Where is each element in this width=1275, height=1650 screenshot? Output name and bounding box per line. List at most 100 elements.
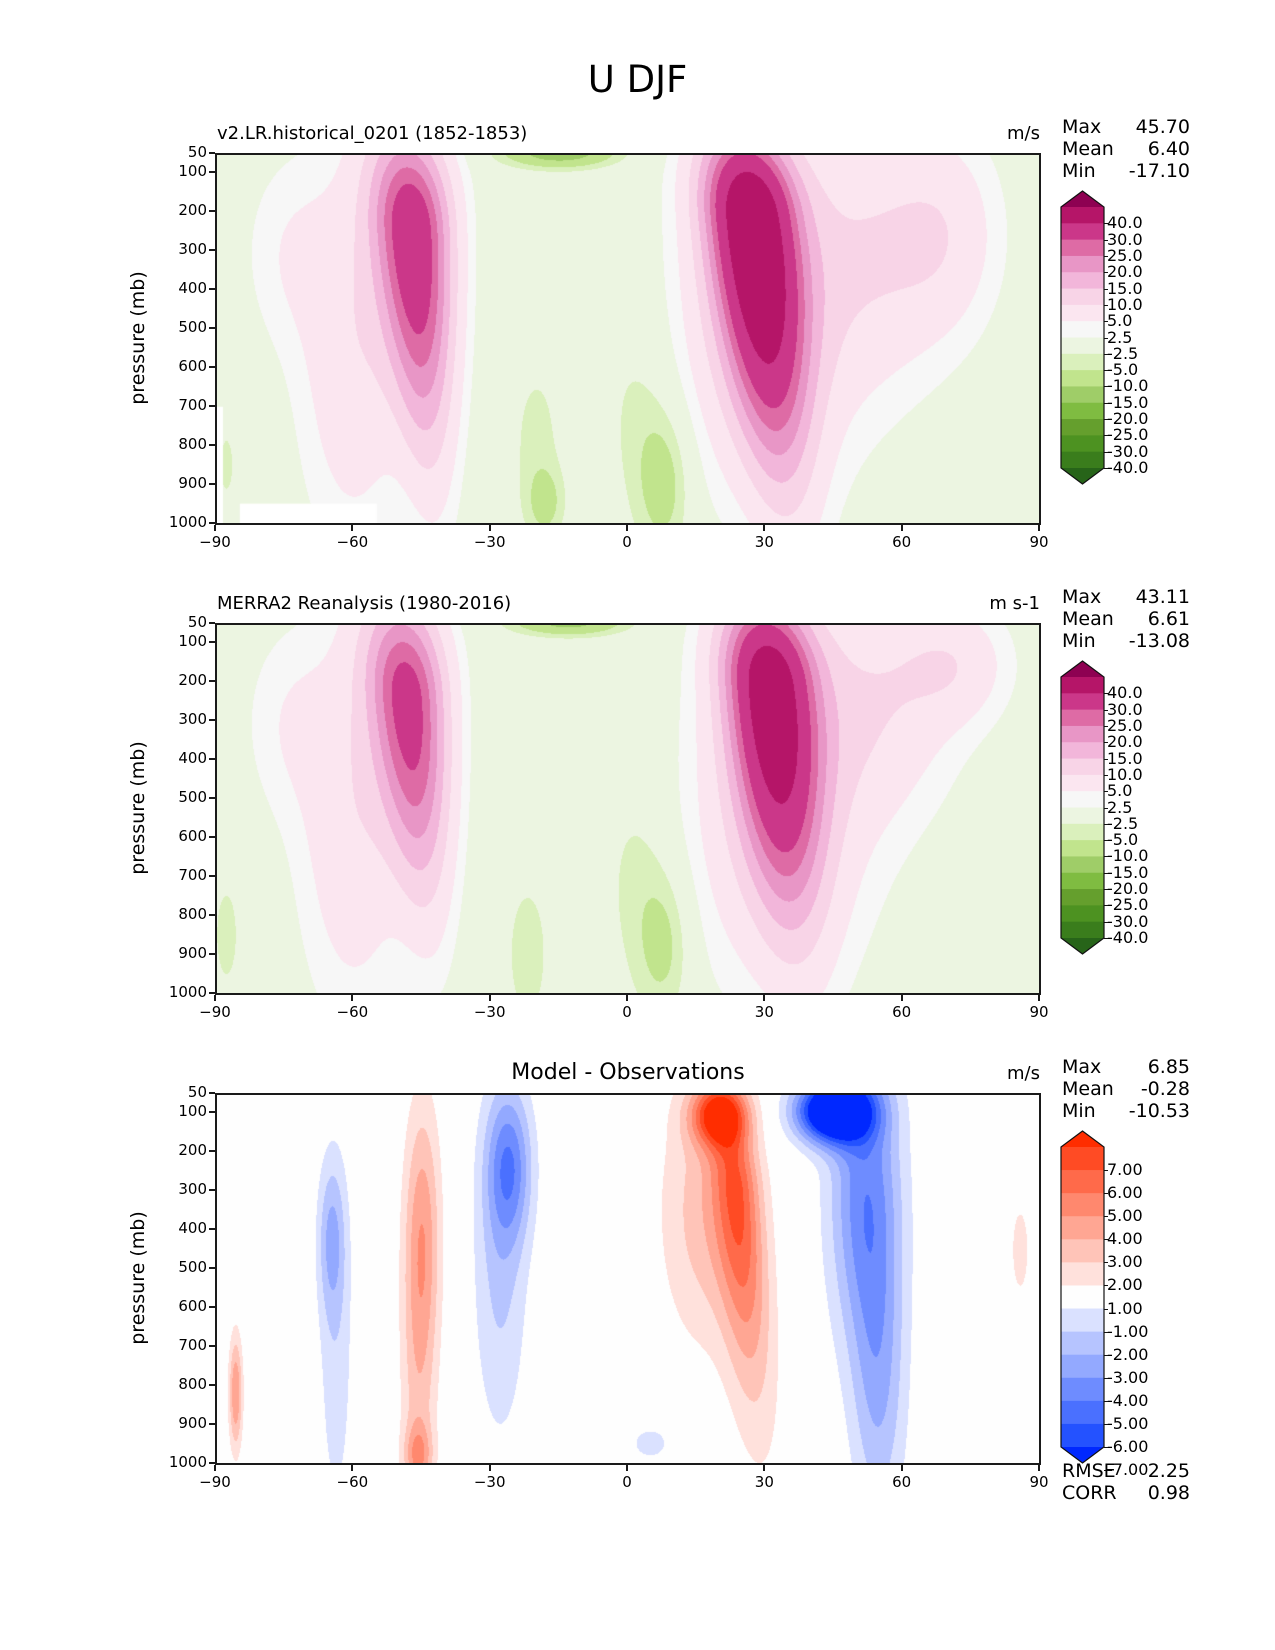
stat-label: Min: [1062, 160, 1096, 182]
colorbar-tick-label: -4.00: [1107, 1390, 1149, 1410]
x-tick-mark: [214, 525, 216, 531]
stat-label: CORR: [1062, 1482, 1117, 1504]
colorbar-tick-mark: [1104, 370, 1108, 372]
colorbar-tick-mark: [1104, 1262, 1108, 1264]
stats-block: Max 43.11 Mean 6.61 Min -13.08: [1062, 586, 1190, 652]
colorbar-extend-min: [1061, 938, 1104, 954]
y-tick-mark: [209, 1228, 215, 1231]
x-tick-mark: [626, 1465, 628, 1471]
colorbar-band: [1061, 823, 1104, 841]
y-tick-label: 600: [178, 1297, 207, 1316]
x-tick-label: 90: [1029, 533, 1049, 551]
colorbar-band: [1061, 1400, 1104, 1425]
colorbar-band: [1061, 353, 1104, 371]
colorbar-extend-max: [1061, 191, 1104, 207]
colorbar-band: [1061, 693, 1104, 711]
colorbar-band: [1061, 709, 1104, 727]
colorbar-extend-max: [1061, 1131, 1104, 1147]
contour-field-model: [217, 155, 1039, 523]
y-axis-label: pressure (mb): [127, 741, 149, 875]
colorbar-band: [1061, 288, 1104, 306]
stat-row-max: Max 43.11: [1062, 586, 1190, 608]
colorbar-band: [1061, 239, 1104, 257]
colorbar-tick-label: -20.0: [1107, 409, 1149, 429]
colorbar-band: [1061, 223, 1104, 241]
x-tick-mark: [488, 995, 491, 1001]
colorbar-tick-label: -15.0: [1107, 862, 1149, 882]
colorbar-band: [1061, 807, 1104, 825]
colorbar-tick-mark: [1104, 725, 1108, 727]
contour-plot: [215, 623, 1041, 995]
x-tick-mark: [214, 1465, 216, 1471]
colorbar-tick-mark: [1104, 321, 1108, 323]
colorbar-tick-mark: [1104, 272, 1108, 274]
stat-label: Max: [1062, 116, 1102, 138]
panel-title: Model - Observations: [511, 1060, 745, 1085]
x-tick-label: −60: [336, 1003, 369, 1021]
y-tick-label: 800: [178, 905, 207, 924]
colorbar-tick-mark: [1104, 840, 1108, 842]
stat-value: -13.08: [1128, 630, 1190, 652]
panel-model: v2.LR.historical_0201 (1852-1853) m/s Max 4…: [0, 0, 1275, 551]
colorbar-tick-label: 20.0: [1107, 732, 1143, 752]
stat-value: 43.11: [1135, 586, 1190, 608]
x-tick-label: 0: [622, 533, 632, 551]
colorbar-tick-label: 2.5: [1107, 327, 1133, 347]
y-tick-mark: [209, 914, 215, 917]
colorbar-tick-label: -3.00: [1107, 1367, 1149, 1387]
colorbar-tick-mark: [1104, 823, 1108, 825]
colorbar-tick-label: -30.0: [1107, 911, 1149, 931]
colorbar: [1060, 660, 1105, 955]
stat-row-min: Min -13.08: [1062, 630, 1190, 652]
y-tick-mark: [209, 1150, 215, 1153]
colorbar-band: [1061, 272, 1104, 290]
x-tick-mark: [488, 525, 491, 531]
x-tick-label: −30: [473, 533, 506, 551]
stat-value: 6.85: [1147, 1056, 1190, 1078]
colorbar-band: [1061, 304, 1104, 322]
x-tick-mark: [763, 1465, 766, 1471]
x-tick-label: 60: [892, 533, 912, 551]
colorbar-tick-label: 6.00: [1107, 1183, 1143, 1203]
colorbar-band: [1061, 419, 1104, 436]
y-tick-label: 300: [178, 1180, 207, 1199]
colorbar: [1060, 1130, 1105, 1464]
colorbar-tick-mark: [1104, 1170, 1108, 1172]
y-tick-mark: [209, 1306, 215, 1309]
colorbar-tick-label: 5.0: [1107, 311, 1133, 331]
y-tick-label: 100: [178, 632, 207, 651]
x-tick-mark: [1038, 995, 1040, 1001]
colorbar-tick-mark: [1104, 451, 1108, 453]
y-tick-mark: [209, 327, 215, 330]
x-tick-mark: [626, 525, 628, 531]
y-tick-label: 1000: [168, 1453, 207, 1471]
colorbar-tick-label: -5.0: [1107, 360, 1139, 380]
colorbar-tick-mark: [1104, 239, 1108, 241]
colorbar-tick-label: 30.0: [1107, 699, 1143, 719]
y-tick-mark: [209, 152, 215, 154]
colorbar-tick-mark: [1104, 872, 1108, 874]
stat-value: 6.61: [1147, 608, 1190, 630]
colorbar-band: [1061, 337, 1104, 355]
colorbar-band: [1061, 1147, 1104, 1171]
x-tick-mark: [488, 1465, 491, 1471]
colorbar-tick-label: -7.00: [1107, 1460, 1149, 1480]
colorbar-band: [1061, 1377, 1104, 1402]
colorbar-tick-mark: [1104, 905, 1108, 907]
y-tick-mark: [209, 444, 215, 447]
colorbar-tick-label: 5.0: [1107, 781, 1133, 801]
stat-row-mean: Mean -0.28: [1062, 1078, 1190, 1100]
x-tick-mark: [626, 995, 628, 1001]
stat-row-mean: Mean 6.40: [1062, 138, 1190, 160]
y-tick-mark: [209, 522, 215, 524]
y-tick-label: 400: [178, 749, 207, 768]
colorbar-tick-label: -10.0: [1107, 376, 1149, 396]
colorbar-tick-mark: [1104, 1193, 1108, 1195]
colorbar-tick-label: -1.00: [1107, 1321, 1149, 1341]
panel-title: v2.LR.historical_0201 (1852-1853): [217, 123, 528, 144]
y-tick-mark: [209, 953, 215, 956]
colorbar-tick-label: 5.00: [1107, 1206, 1143, 1226]
colorbar-tick-mark: [1104, 1400, 1108, 1402]
colorbar-tick-mark: [1104, 1285, 1108, 1287]
colorbar-tick-label: -2.5: [1107, 343, 1139, 363]
